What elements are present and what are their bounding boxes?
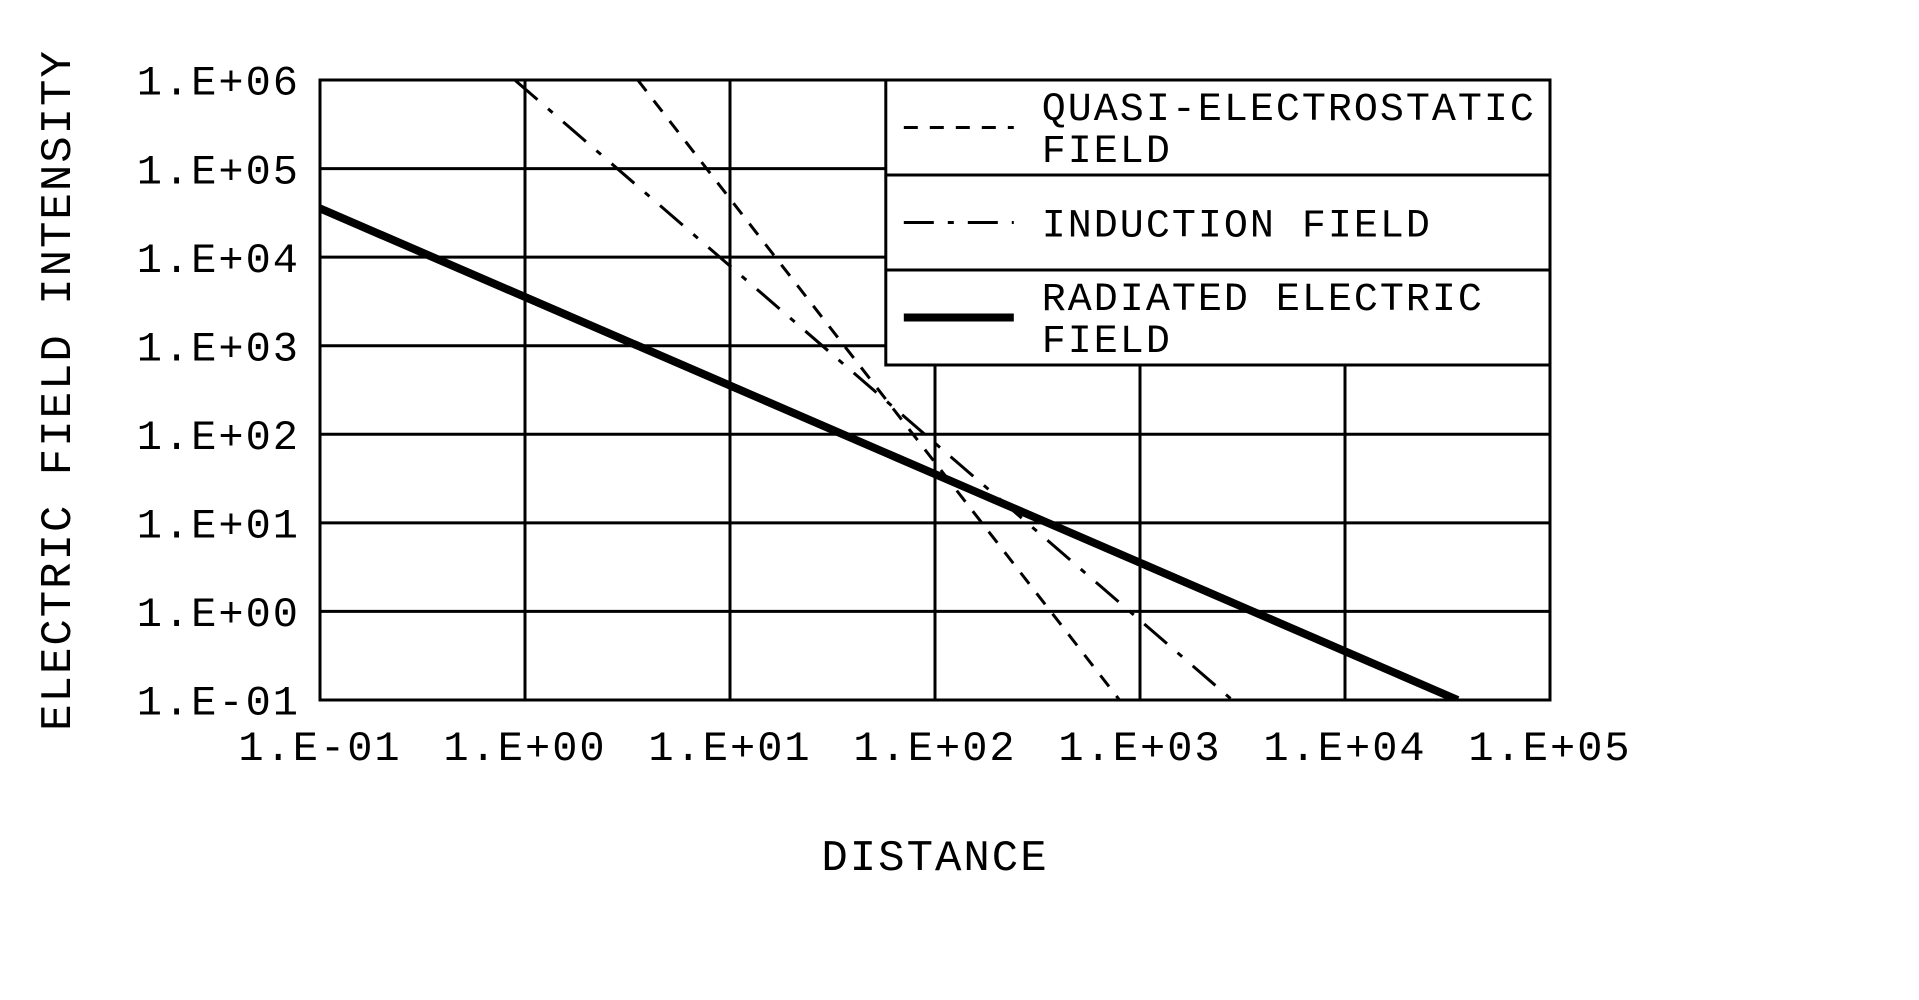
- x-tick-label: 1.E+04: [1263, 725, 1426, 773]
- legend-label-radiated-line2: FIELD: [1042, 320, 1172, 365]
- legend: QUASI-ELECTROSTATICFIELDINDUCTION FIELDR…: [886, 80, 1550, 365]
- y-tick-label: 1.E+00: [137, 591, 300, 639]
- y-tick-label: 1.E+02: [137, 414, 300, 462]
- y-tick-label: 1.E+04: [137, 237, 300, 285]
- legend-label-induction: INDUCTION FIELD: [1042, 205, 1432, 250]
- legend-label-quasi-electrostatic-line1: QUASI-ELECTROSTATIC: [1042, 88, 1536, 133]
- y-tick-label: 1.E+05: [137, 148, 300, 196]
- x-tick-label: 1.E+05: [1468, 725, 1631, 773]
- y-tick-label: 1.E+06: [137, 60, 300, 108]
- x-tick-label: 1.E-01: [238, 725, 401, 773]
- y-tick-label: 1.E+03: [137, 325, 300, 373]
- x-axis-title: DISTANCE: [821, 834, 1048, 884]
- x-tick-label: 1.E+01: [648, 725, 811, 773]
- x-tick-label: 1.E+02: [853, 725, 1016, 773]
- y-axis-title: ELECTRIC FIELD INTENSITY: [34, 49, 84, 731]
- y-tick-label: 1.E-01: [137, 680, 300, 728]
- field-intensity-chart: 1.E-01 1.E+00 1.E+01 1.E+02 1.E+03 1.E+04 1.E+…: [0, 0, 1919, 1000]
- x-tick-label: 1.E+00: [443, 725, 606, 773]
- legend-label-quasi-electrostatic-line2: FIELD: [1042, 130, 1172, 175]
- x-tick-label: 1.E+03: [1058, 725, 1221, 773]
- legend-label-radiated-line1: RADIATED ELECTRIC: [1042, 278, 1484, 323]
- chart-container: 1.E-01 1.E+00 1.E+01 1.E+02 1.E+03 1.E+04 1.E+…: [0, 0, 1919, 1000]
- y-tick-label: 1.E+01: [137, 503, 300, 551]
